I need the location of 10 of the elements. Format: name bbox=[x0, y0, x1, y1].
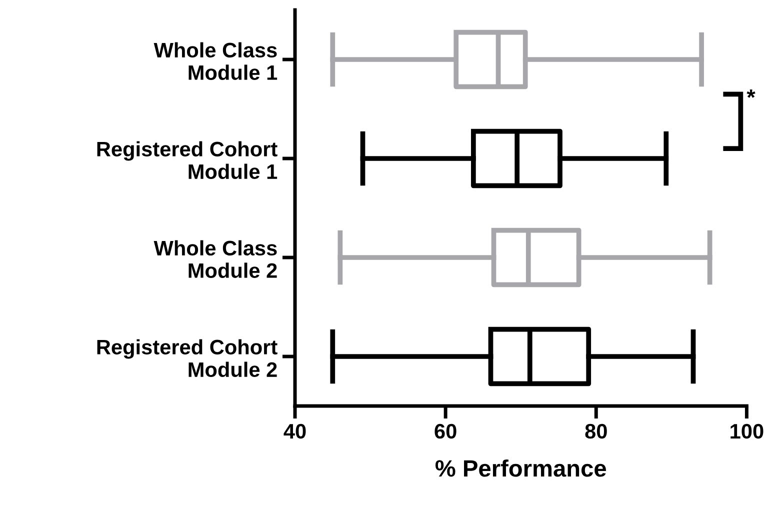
x-axis-title: % Performance bbox=[435, 459, 606, 477]
y-tick-label: Whole Class Module 2 bbox=[154, 240, 277, 278]
x-tick-label: 60 bbox=[434, 424, 456, 439]
x-tick-label: 100 bbox=[730, 424, 764, 439]
y-tick-label: Registered Cohort Module 1 bbox=[97, 141, 278, 180]
y-tick-label: Whole Class Module 1 bbox=[154, 42, 278, 80]
x-tick-label: 40 bbox=[284, 424, 306, 439]
x-tick-label: 80 bbox=[585, 424, 607, 439]
y-tick-label: Registered Cohort Module 2 bbox=[97, 339, 278, 378]
text: * bbox=[746, 90, 756, 98]
